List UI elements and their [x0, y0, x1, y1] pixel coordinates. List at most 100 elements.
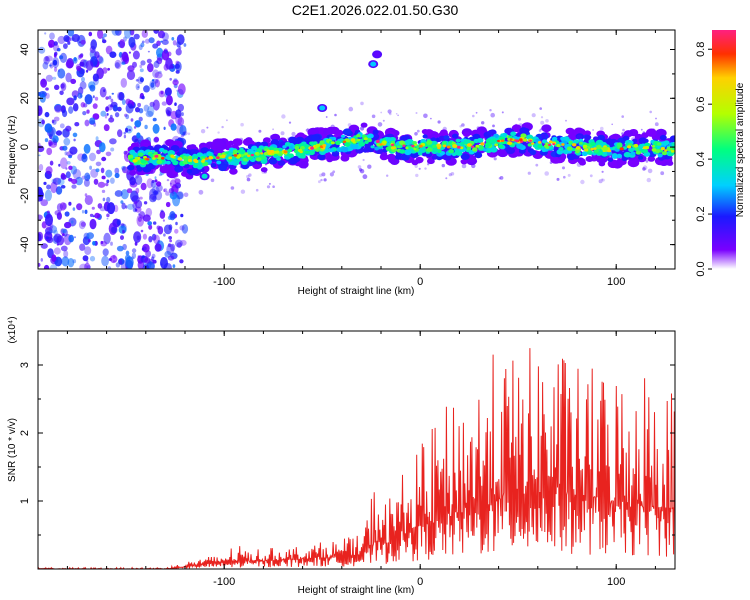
colorbar: 0.0 0.2 0.4 0.6 0.8 Normalized spectral ampl…: [695, 30, 746, 277]
spectrogram-noise-blob: [97, 181, 106, 188]
spectrogram-noise-blob: [148, 224, 153, 230]
spectrogram-noise-blob: [176, 242, 182, 248]
spectrogram-noise-blob: [177, 83, 186, 95]
spectrogram-faint-blob: [459, 125, 463, 128]
spectrogram-ridge-blob: [270, 139, 280, 146]
spectrogram-noise-blob: [45, 92, 50, 99]
spectrogram-noise-blob: [46, 225, 53, 231]
spectrogram-noise-blob: [64, 221, 72, 229]
spectrogram-ridge-blob: [579, 141, 583, 145]
spectrogram-noise-blob: [133, 126, 137, 129]
spectrogram-noise-blob: [154, 243, 162, 252]
colorbar-ticks: 0.0 0.2 0.4 0.6 0.8: [695, 42, 712, 277]
spectrogram-noise-blob: [38, 105, 43, 116]
spectrogram-noise-blob: [44, 56, 49, 62]
spectrogram-faint-blob: [640, 128, 643, 131]
spectrogram-noise-blob: [113, 105, 119, 112]
spectrogram-ridge-blob: [666, 146, 673, 152]
spectrogram-noise-blob: [46, 147, 53, 156]
spectrogram-ridge-blob: [506, 147, 515, 155]
spectrogram-noise-blob: [82, 111, 87, 116]
spectrogram-ridge-blob: [471, 145, 475, 148]
spectrogram-ridge-blob: [529, 149, 537, 155]
spectrogram-noise-blob: [126, 172, 130, 175]
spectrogram-noise-blob: [130, 118, 134, 122]
spectrogram-ridge-blob: [396, 145, 401, 149]
spectrogram-ridge-blob: [460, 153, 470, 161]
spectrogram-noise-blob: [52, 59, 58, 66]
spectrogram-ridge-blob: [659, 134, 667, 141]
spectrogram-noise-blob: [95, 161, 102, 167]
spectrogram-noise-blob: [144, 38, 150, 44]
spectrogram-noise-blob: [165, 201, 171, 208]
spectrogram-noise-blob: [63, 250, 69, 258]
spectrogram-noise-blob: [141, 30, 148, 38]
spectrogram-ridge-blob: [350, 138, 356, 142]
spectrogram-faint-blob: [481, 121, 485, 125]
spectrogram-noise-blob: [139, 64, 143, 69]
spectrogram-ridge-blob: [436, 143, 442, 148]
spectrogram-noise-blob: [106, 196, 111, 203]
spectrogram-noise-blob: [38, 164, 44, 171]
spectrogram-faint-blob: [621, 115, 624, 118]
spectrogram-noise-blob: [60, 245, 68, 252]
spectrogram-noise-blob: [137, 76, 144, 84]
spectrogram-noise-blob: [139, 196, 143, 200]
spectrogram-ridge-blob: [129, 170, 137, 176]
spectrogram-noise-blob: [115, 30, 122, 36]
spectrogram-noise-blob: [161, 101, 167, 106]
spectrogram-faint-blob: [272, 185, 275, 188]
spectrogram-noise-blob: [163, 233, 166, 237]
spectrogram-noise-blob: [128, 36, 136, 48]
spectrogram-noise-blob: [52, 76, 57, 80]
spectrogram-noise-blob: [59, 90, 64, 96]
spectrogram-ridge-blob: [161, 156, 165, 160]
spectrogram-faint-blob: [556, 177, 560, 181]
spectrogram-ridge-blob: [247, 154, 251, 158]
spectrogram-noise-blob: [137, 216, 142, 222]
spectrogram-ridge-blob: [426, 140, 433, 145]
spectrogram-noise-blob: [105, 96, 109, 100]
spectrogram-ridge-blob: [519, 127, 528, 134]
spectrogram-noise-blob: [159, 210, 166, 219]
spectrogram-noise-blob: [152, 43, 159, 49]
spectrogram-noise-blob: [81, 154, 88, 163]
spectrogram-faint-blob: [601, 178, 605, 182]
spectrogram-ridge-blob: [602, 146, 609, 151]
spectrogram-noise-blob: [66, 161, 71, 165]
spectrogram-noise-blob: [112, 254, 116, 259]
spectrogram-faint-blob: [562, 166, 565, 170]
spectrogram-noise-blob: [110, 241, 113, 246]
spectrogram-noise-blob: [179, 259, 184, 264]
spectrogram-noise-blob: [101, 175, 106, 180]
spectrogram-noise-blob: [63, 137, 71, 146]
spectrogram-noise-blob: [106, 213, 110, 218]
spectrogram-ridge-blob: [598, 161, 606, 167]
spectrogram-noise-blob: [114, 172, 120, 179]
spectrogram-ridge-blob: [172, 160, 179, 166]
spectrogram-ridge-blob: [215, 156, 220, 160]
spectrogram-ridge-blob: [218, 164, 227, 172]
spectrogram-noise-blob: [116, 245, 124, 252]
spectrogram-ridge-blob: [628, 147, 635, 153]
spectrogram-noise-blob: [84, 262, 91, 269]
spectrogram-noise-blob: [48, 142, 52, 147]
spectrogram-noise-blob: [45, 213, 53, 227]
spectrogram-ridge-blob: [627, 158, 640, 168]
spectrogram-noise-blob: [140, 42, 145, 48]
x-tick-label: 100: [607, 276, 625, 288]
spectrogram-faint-blob: [499, 176, 504, 180]
spectrogram-ridge-blob: [356, 134, 361, 138]
spectrogram-faint-blob: [334, 113, 337, 117]
spectrogram-ridge-blob: [344, 142, 351, 147]
spectrogram-faint-blob: [660, 171, 665, 176]
spectrogram-ridge-blob: [529, 139, 532, 142]
spectrogram-noise-blob: [80, 221, 86, 227]
spectrogram-noise-blob: [167, 255, 175, 261]
spectrogram-noise-blob: [43, 56, 50, 65]
spectrogram-noise-blob: [154, 79, 160, 88]
spectrogram-noise-blob: [61, 228, 67, 234]
spectrogram-ridge-blob: [537, 141, 542, 144]
spectrogram-faint-blob: [415, 112, 418, 114]
spectrogram-noise-blob: [55, 130, 63, 136]
